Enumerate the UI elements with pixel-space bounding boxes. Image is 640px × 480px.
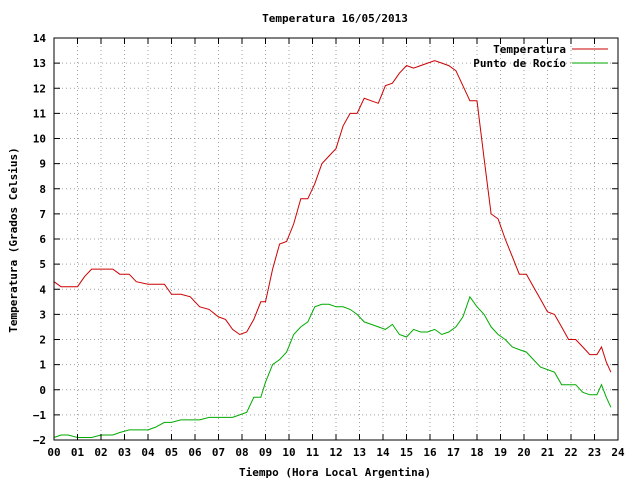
y-tick-label: −2 [33,434,46,447]
x-tick-label: 16 [423,446,437,459]
x-tick-label: 14 [376,446,390,459]
y-axis-label: Temperatura (Grados Celsius) [7,147,20,332]
grid [54,38,618,440]
x-tick-label: 00 [47,446,60,459]
x-tick-label: 12 [329,446,342,459]
x-tick-label: 15 [400,446,413,459]
x-tick-label: 19 [494,446,507,459]
y-tick-label: 8 [39,183,46,196]
y-tick-label: 5 [39,258,46,271]
series-lines [53,60,612,438]
y-tick-label: 4 [39,283,46,296]
y-tick-label: 12 [33,82,46,95]
x-tick-label: 04 [141,446,155,459]
y-tick-label: 6 [39,233,46,246]
x-tick-label: 13 [353,446,366,459]
legend-label: Punto de Rocío [473,57,566,70]
y-tick-label: 1 [39,359,46,372]
x-axis-label: Tiempo (Hora Local Argentina) [239,466,431,479]
x-tick-label: 18 [470,446,483,459]
x-tick-label: 24 [611,446,625,459]
series-line-temperatura [53,60,612,373]
axis-ticks: 00 01 02 03 04 05 06 07 08 09 10 11 12 13 14 15 16 17 18 19… [33,32,625,459]
x-tick-label: 22 [564,446,577,459]
x-tick-label: 01 [71,446,85,459]
x-tick-label: 11 [306,446,320,459]
y-tick-label: 13 [33,57,46,70]
y-tick-label: 0 [39,384,46,397]
x-tick-label: 02 [94,446,107,459]
x-tick-label: 05 [165,446,178,459]
x-tick-label: 06 [188,446,202,459]
x-tick-label: 08 [235,446,248,459]
y-tick-label: 10 [33,133,46,146]
y-tick-label: 2 [39,334,46,347]
legend-label: Temperatura [493,43,566,56]
x-tick-label: 23 [588,446,601,459]
series-line-punto-de-rocio [53,295,612,438]
y-tick-label: 11 [33,107,47,120]
x-tick-label: 09 [259,446,272,459]
y-tick-label: 7 [39,208,46,221]
x-tick-label: 20 [517,446,530,459]
x-tick-label: 07 [212,446,225,459]
chart-title: Temperatura 16/05/2013 [262,12,408,25]
x-tick-label: 21 [541,446,555,459]
y-tick-label: 9 [39,158,46,171]
x-tick-label: 10 [282,446,295,459]
x-tick-label: 17 [447,446,460,459]
y-tick-label: −1 [33,409,47,422]
x-tick-label: 03 [118,446,131,459]
y-tick-label: 3 [39,308,46,321]
y-tick-label: 14 [33,32,47,45]
